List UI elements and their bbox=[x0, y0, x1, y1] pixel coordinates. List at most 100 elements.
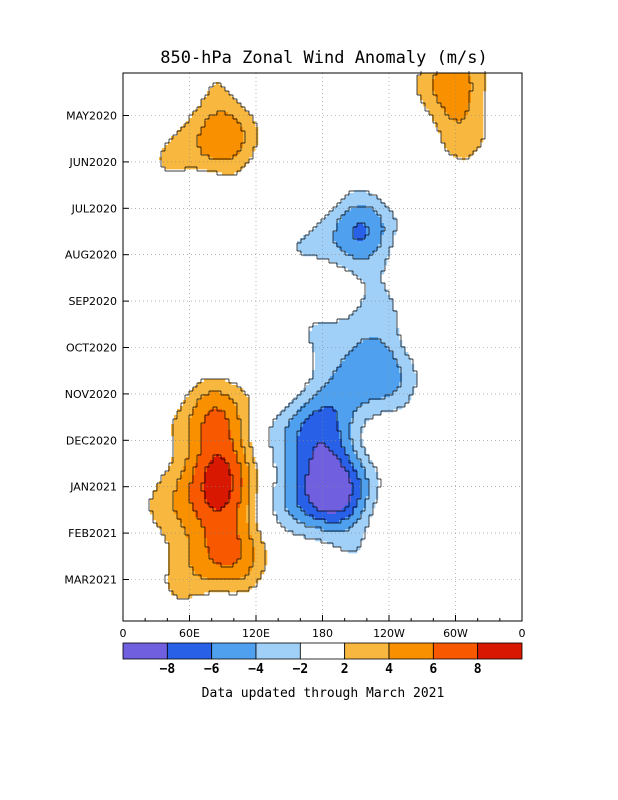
anomaly-cell bbox=[222, 526, 226, 530]
anomaly-cell bbox=[213, 136, 217, 140]
anomaly-cell bbox=[246, 475, 250, 479]
anomaly-cell bbox=[168, 475, 172, 479]
anomaly-cell bbox=[357, 490, 361, 494]
anomaly-cell bbox=[339, 379, 343, 383]
anomaly-cell bbox=[366, 196, 370, 200]
anomaly-cell bbox=[354, 544, 358, 548]
anomaly-cell bbox=[225, 559, 229, 563]
anomaly-cell bbox=[279, 508, 283, 512]
anomaly-cell bbox=[330, 382, 334, 386]
anomaly-cell bbox=[309, 391, 313, 395]
anomaly-cell bbox=[297, 400, 301, 404]
anomaly-cell bbox=[180, 133, 184, 137]
anomaly-cell bbox=[228, 148, 232, 152]
anomaly-cell bbox=[240, 454, 244, 458]
anomaly-cell bbox=[249, 556, 253, 560]
anomaly-cell bbox=[219, 382, 223, 386]
anomaly-cell bbox=[339, 337, 343, 341]
anomaly-cell bbox=[234, 499, 238, 503]
anomaly-cell bbox=[264, 559, 268, 563]
anomaly-cell bbox=[177, 418, 181, 422]
anomaly-cell bbox=[189, 460, 193, 464]
anomaly-cell bbox=[303, 238, 307, 242]
anomaly-cell bbox=[216, 511, 220, 515]
anomaly-cell bbox=[234, 547, 238, 551]
anomaly-cell bbox=[357, 406, 361, 410]
anomaly-cell bbox=[342, 235, 346, 239]
anomaly-cell bbox=[348, 451, 352, 455]
anomaly-cell bbox=[189, 121, 193, 125]
anomaly-cell bbox=[213, 562, 217, 566]
anomaly-cell bbox=[204, 442, 208, 446]
anomaly-cell bbox=[345, 241, 349, 245]
anomaly-cell bbox=[357, 271, 361, 275]
anomaly-cell bbox=[234, 553, 238, 557]
anomaly-cell bbox=[228, 547, 232, 551]
anomaly-cell bbox=[318, 226, 322, 230]
anomaly-cell bbox=[327, 355, 331, 359]
anomaly-cell bbox=[336, 520, 340, 524]
anomaly-cell bbox=[285, 439, 289, 443]
anomaly-cell bbox=[222, 127, 226, 131]
anomaly-cell bbox=[177, 505, 181, 509]
anomaly-cell bbox=[306, 445, 310, 449]
anomaly-cell bbox=[360, 232, 364, 236]
anomaly-cell bbox=[210, 469, 214, 473]
anomaly-cell bbox=[357, 355, 361, 359]
anomaly-cell bbox=[240, 547, 244, 551]
anomaly-cell bbox=[219, 475, 223, 479]
anomaly-cell bbox=[183, 565, 187, 569]
anomaly-cell bbox=[306, 409, 310, 413]
anomaly-cell bbox=[225, 115, 229, 119]
anomaly-cell bbox=[231, 160, 235, 164]
anomaly-cell bbox=[213, 94, 217, 98]
anomaly-cell bbox=[354, 268, 358, 272]
anomaly-cell bbox=[261, 565, 265, 569]
anomaly-cell bbox=[186, 508, 190, 512]
anomaly-cell bbox=[249, 469, 253, 473]
anomaly-cell bbox=[309, 400, 313, 404]
anomaly-cell bbox=[321, 478, 325, 482]
anomaly-cell bbox=[162, 490, 166, 494]
anomaly-cell bbox=[234, 448, 238, 452]
anomaly-cell bbox=[177, 445, 181, 449]
anomaly-cell bbox=[213, 526, 217, 530]
anomaly-cell bbox=[306, 394, 310, 398]
anomaly-cell bbox=[246, 424, 250, 428]
anomaly-cell bbox=[177, 499, 181, 503]
anomaly-cell bbox=[327, 415, 331, 419]
anomaly-cell bbox=[339, 367, 343, 371]
anomaly-cell bbox=[225, 154, 229, 158]
anomaly-cell bbox=[291, 526, 295, 530]
anomaly-cell bbox=[342, 205, 346, 209]
anomaly-cell bbox=[354, 340, 358, 344]
anomaly-cell bbox=[348, 478, 352, 482]
anomaly-cell bbox=[228, 127, 232, 131]
anomaly-cell bbox=[324, 421, 328, 425]
anomaly-cell bbox=[336, 370, 340, 374]
anomaly-cell bbox=[207, 523, 211, 527]
anomaly-cell bbox=[225, 526, 229, 530]
anomaly-cell bbox=[351, 454, 355, 458]
anomaly-cell bbox=[219, 139, 223, 143]
anomaly-cell bbox=[174, 163, 178, 167]
anomaly-cell bbox=[171, 571, 175, 575]
anomaly-cell bbox=[330, 415, 334, 419]
anomaly-cell bbox=[177, 583, 181, 587]
anomaly-cell bbox=[210, 163, 214, 167]
anomaly-cell bbox=[348, 523, 352, 527]
anomaly-cell bbox=[237, 418, 241, 422]
anomaly-cell bbox=[198, 568, 202, 572]
anomaly-cell bbox=[183, 130, 187, 134]
anomaly-cell bbox=[318, 511, 322, 515]
anomaly-cell bbox=[354, 397, 358, 401]
anomaly-cell bbox=[219, 418, 223, 422]
anomaly-cell bbox=[192, 154, 196, 158]
anomaly-cell bbox=[285, 436, 289, 440]
anomaly-cell bbox=[246, 583, 250, 587]
anomaly-cell bbox=[201, 409, 205, 413]
anomaly-cell bbox=[207, 400, 211, 404]
anomaly-cell bbox=[240, 148, 244, 152]
anomaly-cell bbox=[192, 427, 196, 431]
anomaly-cell bbox=[219, 442, 223, 446]
